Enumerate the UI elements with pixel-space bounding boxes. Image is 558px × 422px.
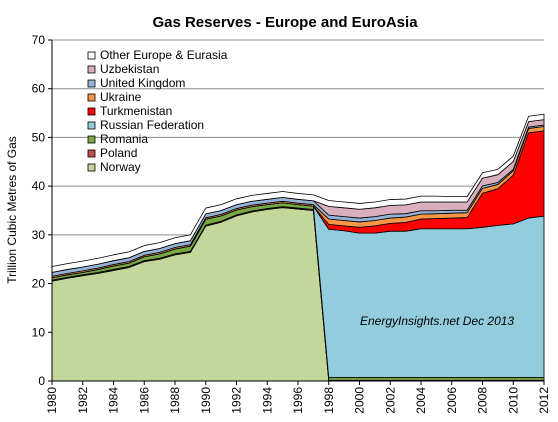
legend-label: Poland — [100, 146, 137, 160]
y-tick-label: 20 — [32, 277, 46, 291]
x-tick-label: 1990 — [199, 387, 213, 414]
x-tick-label: 1980 — [45, 387, 59, 414]
legend-swatch — [87, 121, 96, 130]
legend-swatch — [87, 107, 96, 116]
x-tick-label: 1982 — [76, 387, 90, 414]
legend-label: Other Europe & Eurasia — [100, 48, 228, 62]
x-tick-label: 1984 — [107, 387, 121, 414]
legend-swatch — [87, 79, 96, 88]
y-tick-label: 40 — [32, 179, 46, 193]
y-tick-label: 0 — [38, 374, 45, 388]
y-tick-label: 50 — [32, 130, 46, 144]
x-tick-label: 2012 — [537, 387, 551, 414]
x-tick-label: 2008 — [476, 387, 490, 414]
legend-label: Romania — [100, 132, 148, 146]
legend-label: Norway — [100, 160, 141, 174]
legend-label: Turkmenistan — [100, 104, 172, 118]
legend-swatch — [87, 163, 96, 172]
y-tick-label: 60 — [32, 82, 46, 96]
legend-label: Ukraine — [100, 90, 142, 104]
legend-swatch — [87, 93, 96, 102]
x-tick-label: 1986 — [137, 387, 151, 414]
y-axis-label: Trillion Cubic Metres of Gas — [5, 136, 19, 284]
x-tick-label: 1992 — [230, 387, 244, 414]
x-tick-label: 1988 — [168, 387, 182, 414]
y-tick-label: 10 — [32, 325, 46, 339]
x-tick-label: 2000 — [353, 387, 367, 414]
y-tick-label: 70 — [32, 33, 46, 47]
chart-annotation: EnergyInsights.net Dec 2013 — [360, 314, 514, 328]
legend-label: Uzbekistan — [100, 62, 159, 76]
x-tick-label: 2004 — [414, 387, 428, 414]
x-tick-label: 1994 — [260, 387, 274, 414]
x-tick-label: 1998 — [322, 387, 336, 414]
legend-swatch — [87, 149, 96, 158]
x-tick-label: 2002 — [383, 387, 397, 414]
y-tick-labels: 0 10 20 30 40 50 60 70 — [32, 33, 52, 388]
legend-label: United Kingdom — [100, 76, 185, 90]
legend-swatch — [87, 135, 96, 144]
legend-swatch — [87, 51, 96, 60]
legend-label: Russian Federation — [100, 118, 204, 132]
area-other-europe-eurasia — [51, 113, 545, 273]
x-tick-label: 2010 — [506, 387, 520, 414]
x-tick-label: 2006 — [445, 387, 459, 414]
x-tick-labels: 1980 1982 1984 1986 1988 1990 1992 1994 1996 1998… — [45, 381, 551, 414]
legend-swatch — [87, 65, 96, 74]
x-tick-label: 1996 — [291, 387, 305, 414]
y-tick-label: 30 — [32, 228, 46, 242]
chart-title: Gas Reserves - Europe and EuroAsia — [152, 14, 418, 31]
